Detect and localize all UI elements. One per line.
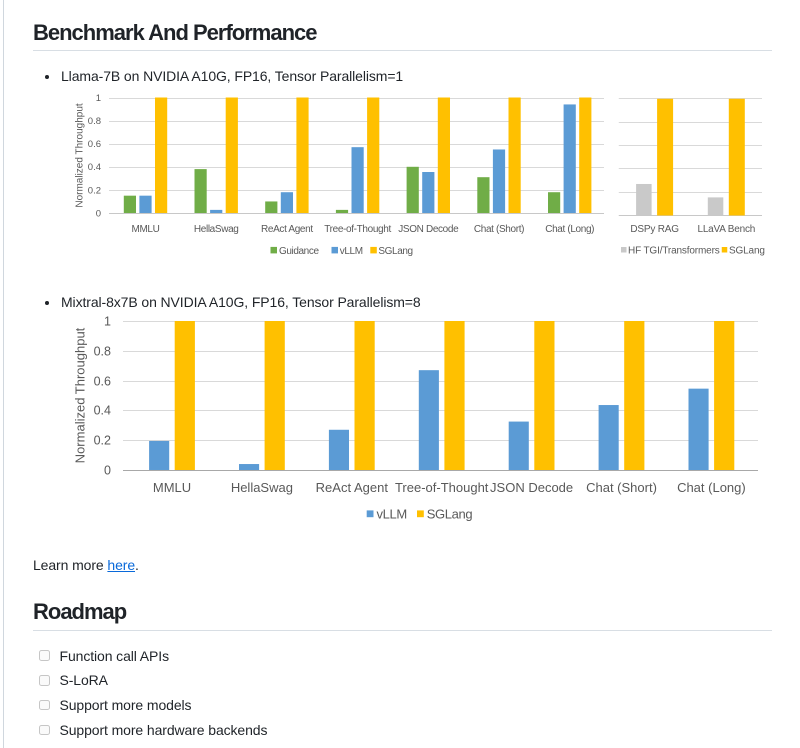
svg-text:HellaSwag: HellaSwag [194, 224, 239, 235]
svg-text:DSPy RAG: DSPy RAG [630, 224, 679, 235]
svg-text:ReAct Agent: ReAct Agent [316, 480, 389, 495]
svg-text:SGLang: SGLang [427, 506, 473, 521]
svg-text:0.4: 0.4 [88, 162, 101, 173]
svg-text:HellaSwag: HellaSwag [231, 480, 293, 495]
svg-text:Chat (Short): Chat (Short) [586, 480, 657, 495]
svg-text:0: 0 [96, 208, 101, 219]
svg-text:HF TGI/Transformers: HF TGI/Transformers [628, 245, 720, 256]
svg-text:0.2: 0.2 [94, 433, 111, 447]
svg-text:vLLM: vLLM [377, 506, 407, 521]
svg-text:0.2: 0.2 [88, 185, 101, 196]
svg-text:0.6: 0.6 [94, 374, 111, 388]
svg-text:JSON Decode: JSON Decode [490, 480, 573, 495]
svg-text:Guidance: Guidance [279, 246, 319, 257]
svg-text:vLLM: vLLM [340, 246, 363, 257]
svg-text:MMLU: MMLU [131, 224, 159, 235]
svg-text:Normalized Throughput: Normalized Throughput [73, 327, 88, 463]
svg-text:0.6: 0.6 [88, 139, 101, 150]
svg-text:Normalized Throughput: Normalized Throughput [75, 103, 86, 208]
svg-text:MMLU: MMLU [153, 480, 191, 495]
svg-text:ReAct Agent: ReAct Agent [261, 224, 313, 235]
svg-text:0.8: 0.8 [94, 344, 111, 358]
svg-text:Chat (Long): Chat (Long) [677, 480, 746, 495]
svg-text:1: 1 [96, 93, 101, 104]
svg-text:0.8: 0.8 [88, 116, 101, 127]
svg-text:Chat (Long): Chat (Long) [545, 224, 594, 235]
svg-text:JSON Decode: JSON Decode [398, 224, 459, 235]
svg-text:Chat (Short): Chat (Short) [474, 224, 524, 235]
svg-text:LLaVA Bench: LLaVA Bench [697, 224, 755, 235]
svg-text:SGLang: SGLang [729, 245, 765, 256]
svg-text:0.4: 0.4 [94, 403, 111, 417]
svg-text:SGLang: SGLang [378, 246, 412, 257]
svg-text:Tree-of-Thought: Tree-of-Thought [395, 480, 489, 495]
svg-text:Tree-of-Thought: Tree-of-Thought [324, 224, 391, 235]
svg-text:0: 0 [104, 463, 111, 477]
svg-text:1: 1 [104, 314, 111, 328]
